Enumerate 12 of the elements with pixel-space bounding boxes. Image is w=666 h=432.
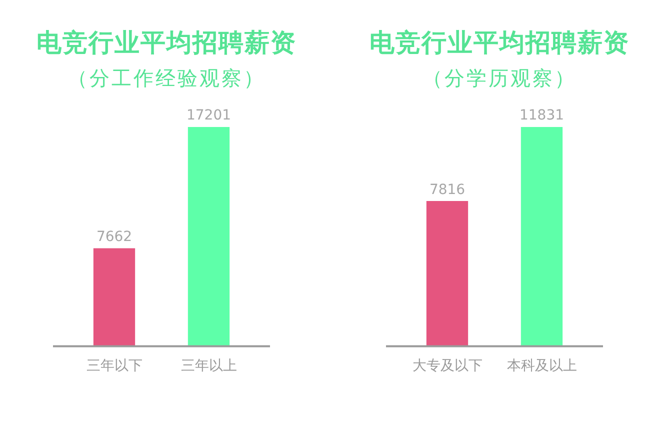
data-label: 7662	[96, 229, 132, 246]
chart-subtitle: （分学历观察）	[422, 65, 578, 91]
chart-title: 电竞行业平均招聘薪资	[36, 28, 298, 57]
x-tick-label: 三年以下	[86, 358, 142, 374]
data-label: 17201	[186, 108, 232, 124]
chart-subtitle: （分工作经验观察）	[66, 65, 266, 91]
chart-title: 电竞行业平均招聘薪资	[368, 28, 630, 57]
x-tick-label: 大专及以下	[412, 358, 482, 374]
data-label: 11831	[519, 108, 564, 124]
x-tick-label: 本科及以上	[506, 358, 577, 374]
data-label: 7816	[429, 182, 466, 198]
x-tick-label: 三年以上	[180, 358, 237, 374]
